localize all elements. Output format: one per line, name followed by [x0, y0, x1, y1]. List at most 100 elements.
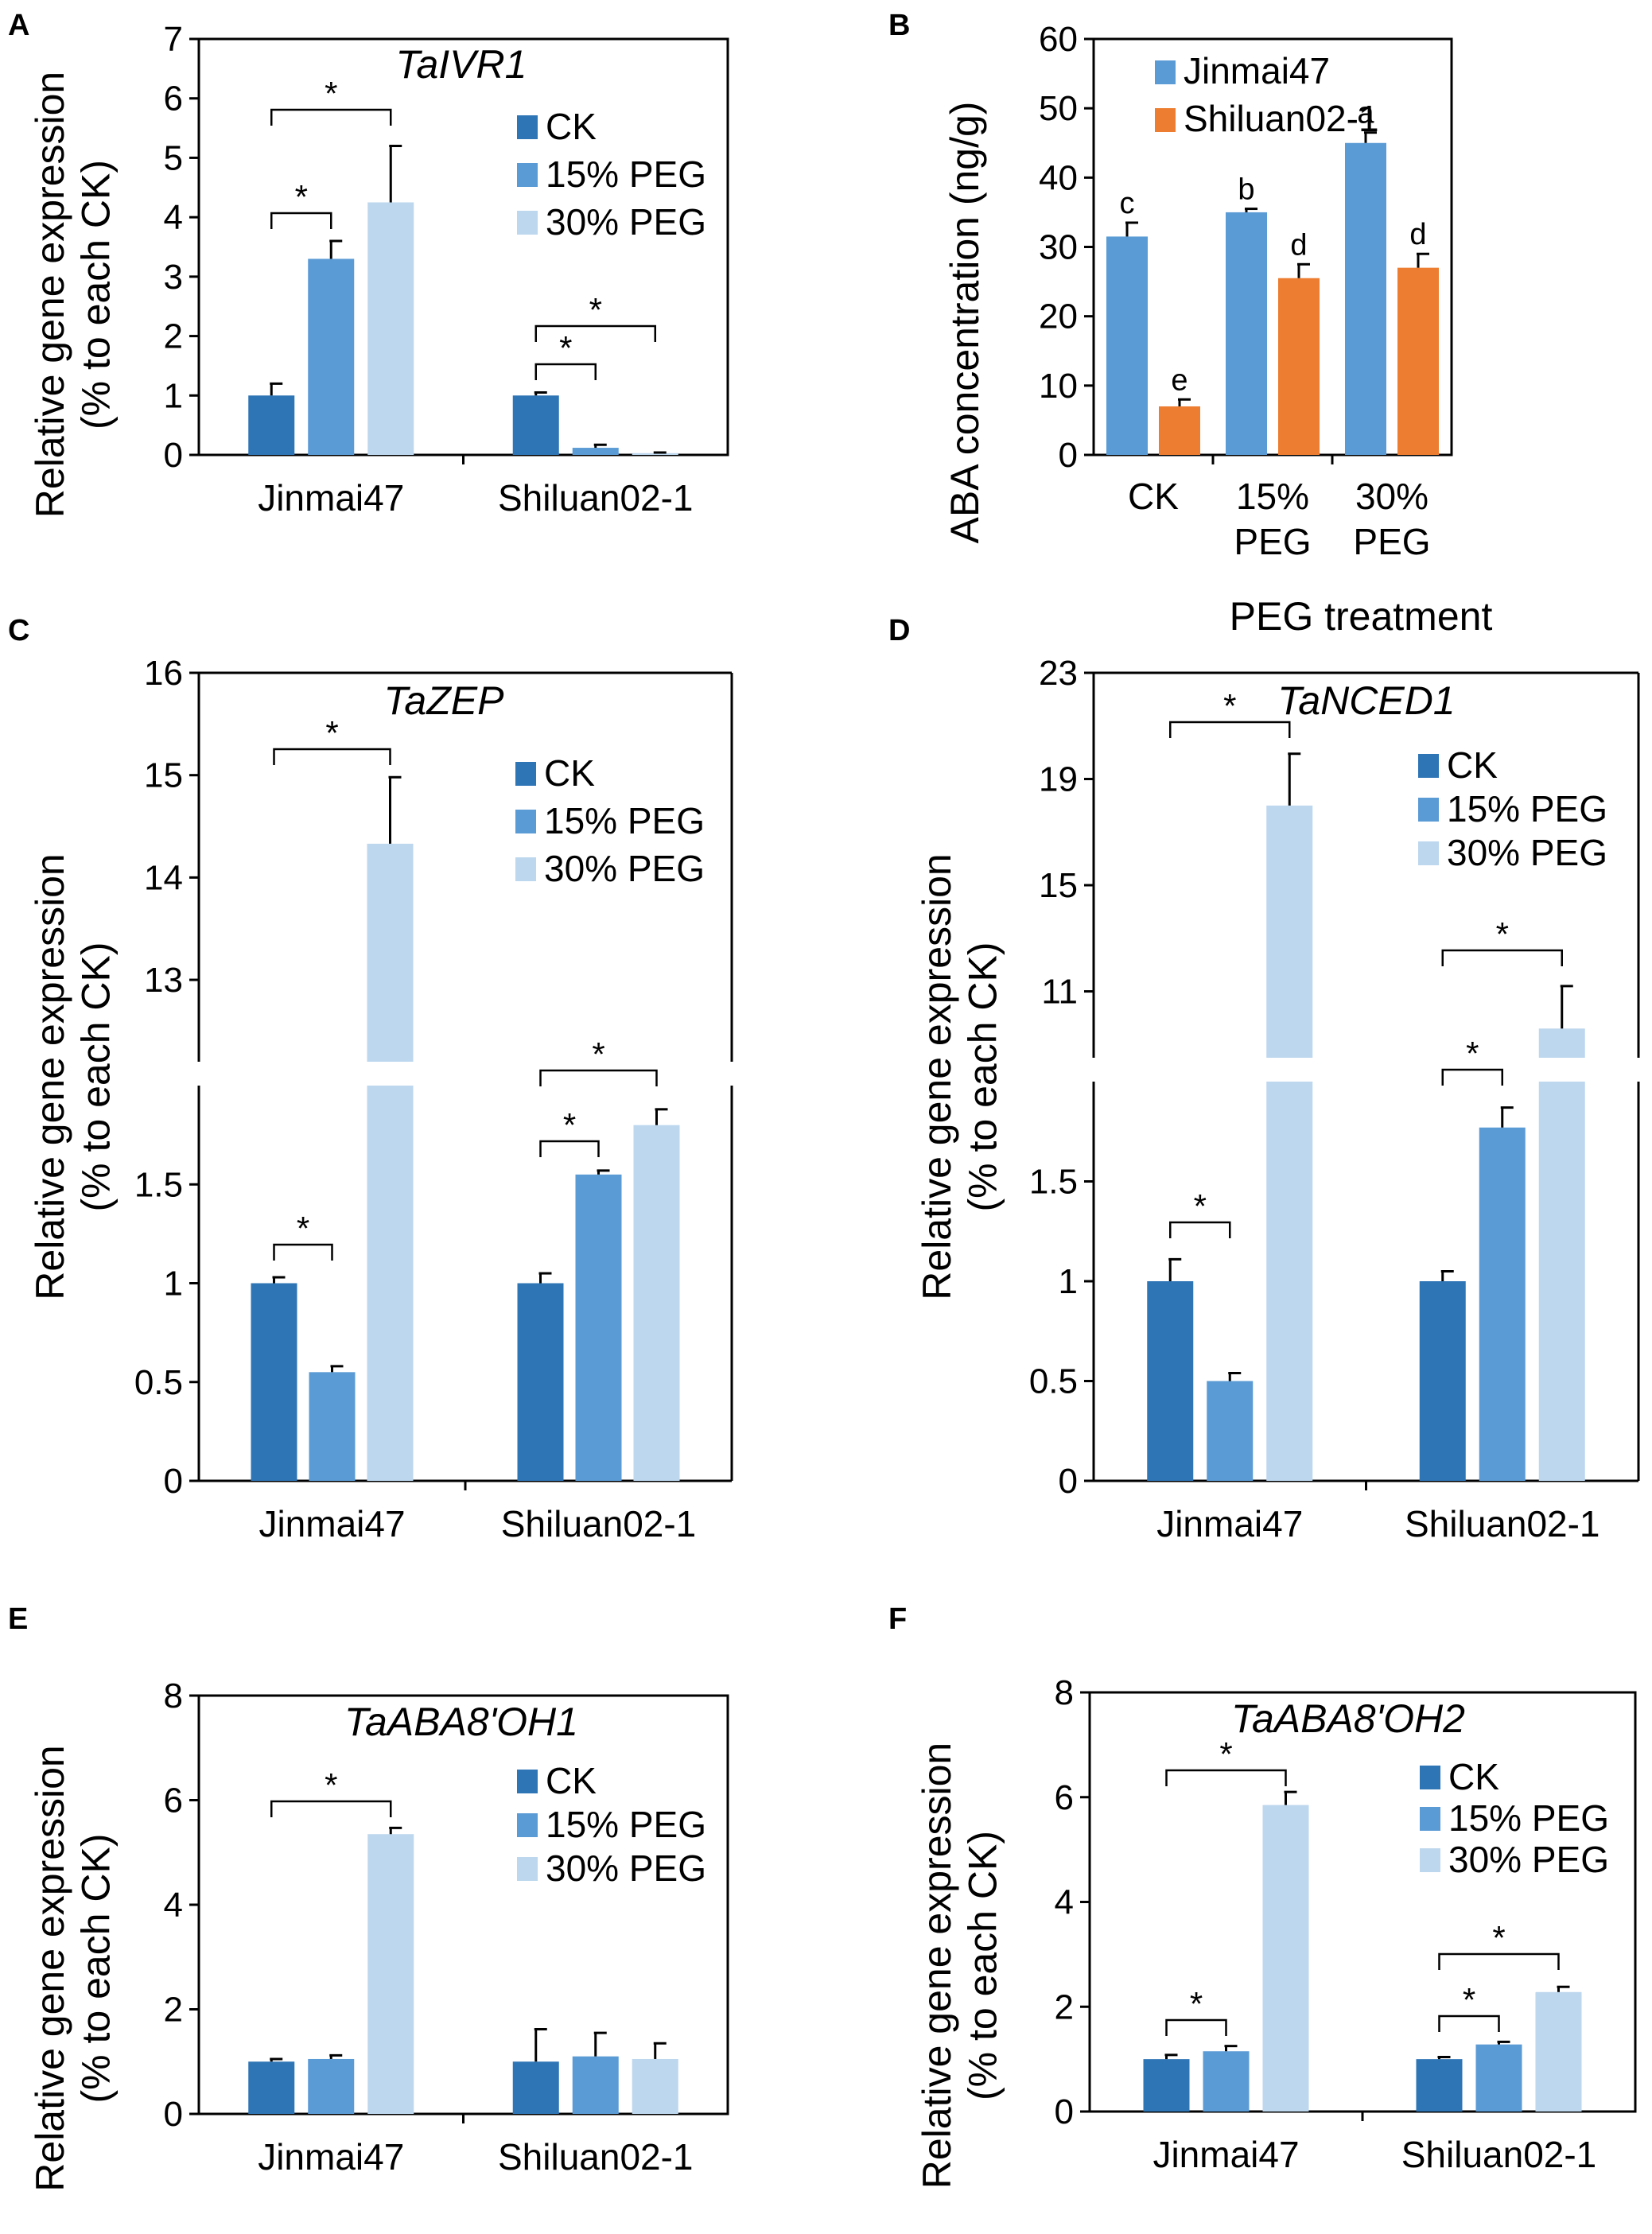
bar [1419, 1281, 1466, 1481]
y-tick-label: 11 [1041, 973, 1078, 1012]
significance-star: * [1219, 1735, 1232, 1773]
significance-bracket [1441, 949, 1563, 966]
significance-letter: d [1409, 218, 1426, 251]
x-category-label: Shiluan02-1 [501, 1503, 697, 1544]
y-tick-label: 15 [1039, 866, 1078, 905]
gene-title: TaIVR1 [396, 42, 527, 87]
legend-label: 15% PEG [546, 1804, 706, 1845]
x-axis-title: PEG treatment [1230, 594, 1493, 639]
bar [633, 1125, 680, 1481]
bar [1345, 142, 1386, 455]
bar [572, 2056, 619, 2114]
y-axis-title: Relative gene expression(% to each CK) [915, 1743, 1005, 2189]
legend-label: CK [1448, 1756, 1499, 1797]
significance-star: * [589, 291, 602, 328]
y-axis-title: ABA concentration (ng/g) [943, 102, 987, 544]
y-tick-label: 1.5 [134, 1165, 183, 1204]
y-tick-label: 4 [164, 198, 183, 237]
bar [1538, 1082, 1585, 1481]
significance-letter: c [1120, 187, 1135, 220]
panel-letter: C [8, 614, 29, 647]
x-category-label: Jinmai47 [258, 477, 404, 519]
y-tick-label: 13 [144, 961, 183, 1000]
legend-swatch [1420, 1766, 1440, 1789]
bar [1538, 1028, 1585, 1058]
y-axis-title-line: Relative gene expression [915, 1743, 959, 2189]
significance-bracket [1165, 2018, 1227, 2036]
panel-letter: A [8, 9, 29, 42]
bar [248, 2061, 295, 2114]
y-axis-title: Relative gene expression(% to each CK) [28, 853, 119, 1300]
bar [575, 1174, 622, 1481]
y-axis-title-line: Relative gene expression [28, 853, 72, 1300]
y-tick-label: 5 [164, 138, 183, 177]
bar [1226, 212, 1267, 455]
y-axis-title-line: Relative gene expression [28, 72, 72, 518]
y-tick-label: 8 [1055, 1673, 1074, 1712]
y-axis-title-line: (% to each CK) [74, 160, 119, 429]
bar [1479, 1127, 1526, 1481]
legend-label: 15% PEG [544, 800, 705, 841]
bar [367, 1086, 414, 1481]
y-axis-title-line: Relative gene expression [915, 853, 959, 1300]
significance-star: * [1223, 687, 1236, 725]
bar [367, 1834, 414, 2114]
bar [1143, 2059, 1190, 2112]
y-axis-title: Relative gene expression(% to each CK) [915, 853, 1005, 1300]
panel-letter: B [888, 9, 910, 42]
significance-star: * [1492, 1919, 1505, 1956]
y-tick-label: 4 [164, 1886, 183, 1925]
bar [512, 395, 559, 455]
y-tick-label: 0 [1059, 1462, 1078, 1501]
y-tick-label: 0 [164, 2095, 183, 2134]
y-tick-label: 20 [1039, 297, 1078, 336]
legend-label: 30% PEG [1448, 1839, 1609, 1880]
bar [367, 843, 414, 1062]
significance-bracket [270, 1800, 392, 1817]
y-tick-label: 50 [1039, 89, 1078, 128]
legend-swatch [515, 857, 536, 881]
significance-star: * [325, 1766, 337, 1804]
legend-swatch [517, 163, 538, 187]
significance-star: * [295, 178, 308, 216]
bar [1159, 406, 1200, 455]
legend-swatch [517, 1770, 538, 1793]
significance-bracket [1438, 2014, 1500, 2032]
x-category-label: CK [1128, 476, 1179, 517]
bar [308, 2058, 355, 2114]
y-tick-label: 7 [164, 20, 183, 59]
x-category-label: Jinmai47 [258, 1503, 405, 1544]
bar [1266, 805, 1313, 1058]
y-tick-label: 0.5 [1029, 1362, 1078, 1401]
y-tick-label: 23 [1039, 654, 1078, 693]
significance-bracket [273, 748, 391, 765]
plot-frame [197, 37, 729, 457]
legend-swatch [517, 115, 538, 139]
panel-letter: E [8, 1603, 28, 1636]
y-axis-title-line: (% to each CK) [961, 1831, 1005, 2100]
significance-letter: b [1238, 173, 1254, 207]
y-tick-label: 0 [164, 1462, 183, 1501]
plot-frame [197, 1694, 729, 2116]
legend-label: CK [544, 752, 595, 794]
bar [1278, 278, 1320, 455]
significance-letter: e [1171, 363, 1187, 397]
significance-bracket [1441, 1068, 1503, 1086]
y-tick-label: 1.5 [1029, 1163, 1078, 1202]
y-tick-label: 60 [1039, 20, 1078, 59]
x-category-label: Shiluan02-1 [498, 477, 694, 519]
legend-swatch [517, 1857, 538, 1881]
x-category-label: Shiluan02-1 [1405, 1503, 1600, 1544]
y-tick-label: 6 [1055, 1778, 1074, 1817]
bar [632, 2058, 678, 2114]
gene-title: TaNCED1 [1277, 678, 1455, 723]
legend-swatch [1155, 60, 1176, 84]
significance-star: * [1190, 1985, 1203, 2022]
significance-star: * [297, 1210, 309, 1247]
significance-star: * [1496, 915, 1509, 953]
significance-bracket [539, 1069, 658, 1086]
legend-label: 15% PEG [546, 153, 706, 195]
bar [517, 1283, 564, 1481]
significance-bracket [539, 1140, 600, 1157]
bar [251, 1283, 297, 1481]
